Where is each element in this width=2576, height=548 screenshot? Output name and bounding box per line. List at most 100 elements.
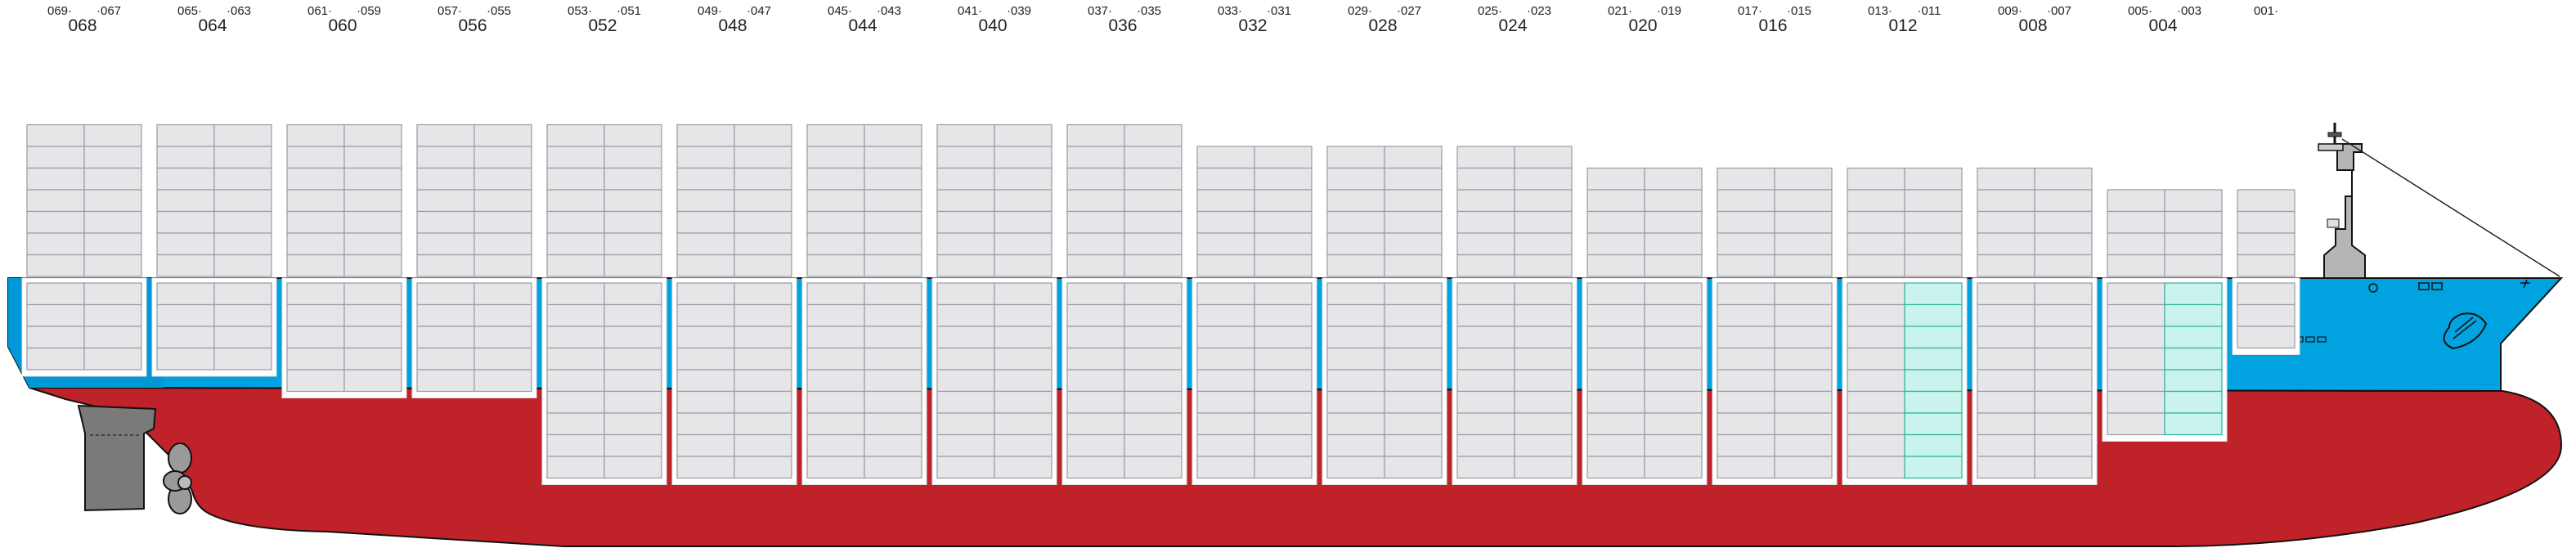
deck-container	[994, 124, 1052, 147]
hold-container	[676, 456, 735, 479]
hold-container	[2107, 303, 2165, 327]
deck-stack-024	[1456, 146, 1573, 277]
hold-container	[1977, 282, 2035, 306]
deck-container	[1254, 210, 1313, 234]
propeller	[163, 442, 192, 514]
hold-container	[936, 282, 995, 306]
deck-container	[864, 232, 922, 256]
deck-container	[1774, 210, 1833, 234]
hold-container	[286, 282, 345, 306]
deck-container	[676, 232, 735, 256]
deck-container	[286, 124, 345, 147]
deck-container	[83, 210, 142, 234]
hold-bay-020	[1582, 277, 1708, 485]
deck-container	[26, 124, 85, 147]
deck-container	[286, 189, 345, 213]
hold-container	[1456, 282, 1515, 306]
deck-container	[2164, 210, 2223, 234]
hold-container	[1326, 390, 1385, 414]
hold-container	[1326, 456, 1385, 479]
deck-container	[473, 167, 532, 191]
hold-container	[1977, 412, 2035, 436]
hold-container	[1456, 412, 1515, 436]
hold-container	[2237, 282, 2296, 306]
deck-container	[416, 189, 475, 213]
deck-container	[1254, 232, 1313, 256]
deck-container	[1717, 189, 1775, 213]
hold-container	[806, 433, 865, 457]
deck-container	[473, 124, 532, 147]
hold-container	[1326, 326, 1385, 349]
deck-stack-040	[936, 124, 1052, 277]
hold-container	[1644, 369, 1703, 393]
deck-container	[604, 146, 662, 169]
hold-container	[2034, 326, 2093, 349]
reefer-container	[1904, 412, 1963, 436]
deck-container	[1774, 167, 1833, 191]
deck-container	[1196, 167, 1255, 191]
hold-container	[864, 347, 922, 371]
row-label-left: 069·	[47, 4, 72, 18]
hold-container	[2237, 326, 2296, 349]
hold-container	[2107, 326, 2165, 349]
hold-container	[2034, 412, 2093, 436]
deck-container	[1456, 232, 1515, 256]
deck-container	[1196, 146, 1255, 169]
row-label-left: 057·	[438, 4, 462, 18]
deck-container	[734, 146, 792, 169]
deck-container	[1326, 254, 1385, 277]
hold-container	[864, 390, 922, 414]
bay-label: 020	[1628, 16, 1657, 35]
hold-container	[1977, 326, 2035, 349]
reefer-container	[2164, 369, 2223, 393]
hold-container	[1066, 303, 1125, 327]
deck-container	[473, 146, 532, 169]
deck-container	[26, 189, 85, 213]
deck-container	[994, 146, 1052, 169]
hold-container	[734, 390, 792, 414]
hold-container	[1586, 282, 1645, 306]
row-label-right: ·035	[1137, 4, 1161, 18]
hold-container	[1774, 390, 1833, 414]
deck-container	[1254, 254, 1313, 277]
deck-container	[1326, 232, 1385, 256]
hold-container	[806, 390, 865, 414]
hold-container	[1384, 347, 1443, 371]
hold-container	[936, 347, 995, 371]
hold-container	[1196, 326, 1255, 349]
hold-container	[1456, 303, 1515, 327]
hold-container	[473, 369, 532, 393]
deck-container	[156, 254, 215, 277]
hold-container	[1384, 390, 1443, 414]
deck-container	[416, 210, 475, 234]
row-label-right: ·039	[1007, 4, 1031, 18]
hold-container	[1254, 433, 1313, 457]
deck-container	[1644, 232, 1703, 256]
deck-container	[1066, 210, 1125, 234]
deck-stack-012	[1847, 167, 1963, 277]
hold-bay-016	[1712, 277, 1838, 485]
deck-container	[2237, 254, 2296, 277]
deck-container	[26, 146, 85, 169]
bay-label: 032	[1238, 16, 1267, 35]
deck-container	[604, 232, 662, 256]
hold-container	[604, 390, 662, 414]
deck-container	[1904, 254, 1963, 277]
row-label-left: 045·	[828, 4, 852, 18]
hold-container	[213, 347, 272, 371]
hold-container	[416, 369, 475, 393]
deck-container	[546, 167, 605, 191]
hold-container	[1384, 412, 1443, 436]
row-label-right: ·047	[747, 4, 771, 18]
deck-container	[1717, 232, 1775, 256]
hold-bay-064	[151, 277, 277, 377]
hold-container	[1254, 390, 1313, 414]
deck-container	[1384, 146, 1443, 169]
hold-container	[1644, 347, 1703, 371]
hold-bay-056	[411, 277, 537, 398]
hold-container	[1254, 456, 1313, 479]
hold-container	[734, 326, 792, 349]
hold-container	[83, 326, 142, 349]
deck-container	[83, 254, 142, 277]
